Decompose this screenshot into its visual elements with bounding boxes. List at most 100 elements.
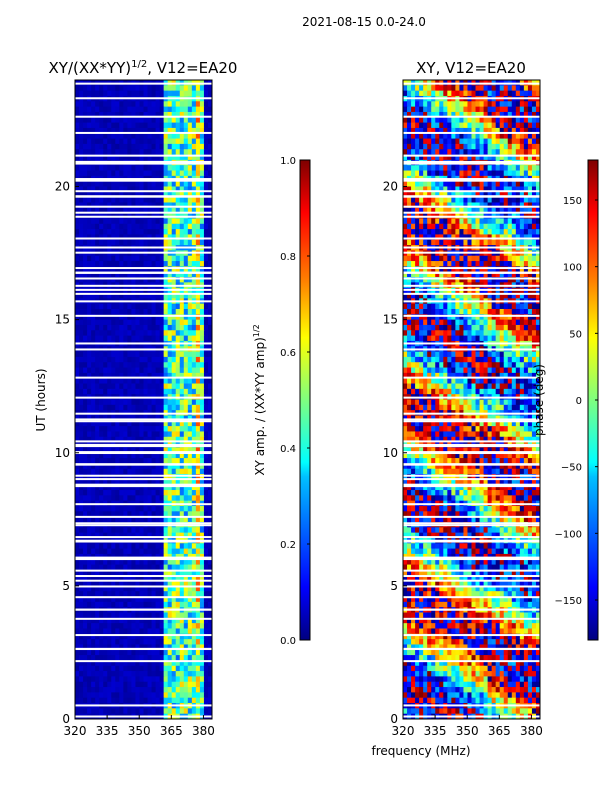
heatmap-cell [111,431,116,438]
heatmap-cell [147,655,153,662]
heatmap-cell [183,143,189,150]
heatmap-cell [135,101,141,108]
flagged-time-gap [75,522,212,525]
heatmap-cell [163,324,169,331]
heatmap-cell [451,143,456,150]
heatmap-cell [159,458,165,464]
heatmap-cell [75,293,80,299]
heatmap-cell [451,191,456,198]
heatmap-cell [159,234,165,241]
heatmap-cell [111,335,116,342]
heatmap-cell [123,447,128,454]
heatmap-cell [151,191,157,198]
heatmap-cell [523,90,529,97]
heatmap-cell [87,655,92,662]
heatmap-cell [499,165,505,172]
heatmap-cell [531,197,537,204]
heatmap-cell [151,133,157,140]
heatmap-cell [183,585,189,592]
heatmap-cell [127,117,133,124]
heatmap-cell [123,149,128,156]
heatmap-cell [131,261,137,267]
heatmap-cell [123,234,128,241]
heatmap-cell [195,601,201,608]
heatmap-cell [155,484,161,491]
heatmap-cell [203,255,209,262]
heatmap-cell [143,676,149,683]
heatmap-cell [75,207,80,214]
heatmap-cell [207,490,212,496]
heatmap-cell [115,633,120,640]
heatmap-cell [179,639,185,646]
heatmap-cell [491,133,497,140]
heatmap-cell [527,127,533,134]
heatmap-cell [95,633,100,640]
heatmap-cell [131,490,137,496]
heatmap-cell [491,138,497,145]
heatmap-cell [131,671,137,677]
heatmap-cell [147,271,153,278]
heatmap-cell [147,122,153,129]
heatmap-cell [435,149,440,156]
heatmap-cell [135,617,141,624]
heatmap-cell [187,575,193,582]
heatmap-cell [443,207,448,214]
heatmap-cell [159,308,165,315]
heatmap-cell [135,170,141,177]
heatmap-cell [179,697,185,704]
heatmap-cell [115,591,120,598]
heatmap-cell [159,697,165,704]
heatmap-cell [455,106,461,113]
heatmap-cell [431,154,436,161]
heatmap-cell [91,319,96,326]
heatmap-cell [143,330,149,337]
heatmap-cell [79,511,84,518]
heatmap-cell [503,85,509,92]
heatmap-cell [199,351,205,358]
heatmap-cell [115,106,120,113]
heatmap-cell [171,527,177,534]
heatmap-cell [99,447,104,454]
heatmap-cell [91,516,96,523]
heatmap-cell [111,580,116,587]
heatmap-cell [195,261,201,267]
heatmap-cell [87,580,92,587]
heatmap-cell [135,122,141,129]
heatmap-cell [175,452,181,459]
heatmap-cell [111,676,116,683]
heatmap-cell [467,85,473,92]
heatmap-cell [155,596,161,603]
heatmap-cell [111,324,116,331]
heatmap-cell [147,474,153,480]
heatmap-cell [127,383,133,390]
heatmap-cell [175,367,181,374]
heatmap-cell [207,474,212,480]
heatmap-cell [527,165,533,172]
heatmap-cell [443,202,448,209]
heatmap-cell [127,559,133,566]
heatmap-cell [179,181,185,188]
heatmap-cell [119,229,124,236]
heatmap-cell [187,511,193,518]
heatmap-cell [163,532,169,539]
heatmap-cell [79,479,84,486]
heatmap-cell [423,133,428,140]
heatmap-cell [167,681,173,688]
heatmap-cell [119,335,124,342]
heatmap-cell [163,676,169,683]
heatmap-cell [143,474,149,480]
heatmap-cell [79,639,84,646]
heatmap-cell [527,117,533,124]
heatmap-cell [195,463,201,470]
heatmap-cell [167,506,173,512]
heatmap-cell [131,293,137,299]
heatmap-cell [207,378,212,385]
heatmap-cell [167,191,173,198]
heatmap-cell [143,495,149,502]
heatmap-cell [135,628,141,635]
heatmap-cell [187,197,193,204]
heatmap-cell [107,420,112,427]
heatmap-cell [103,388,108,395]
heatmap-cell [123,308,128,315]
heatmap-cell [135,458,141,464]
